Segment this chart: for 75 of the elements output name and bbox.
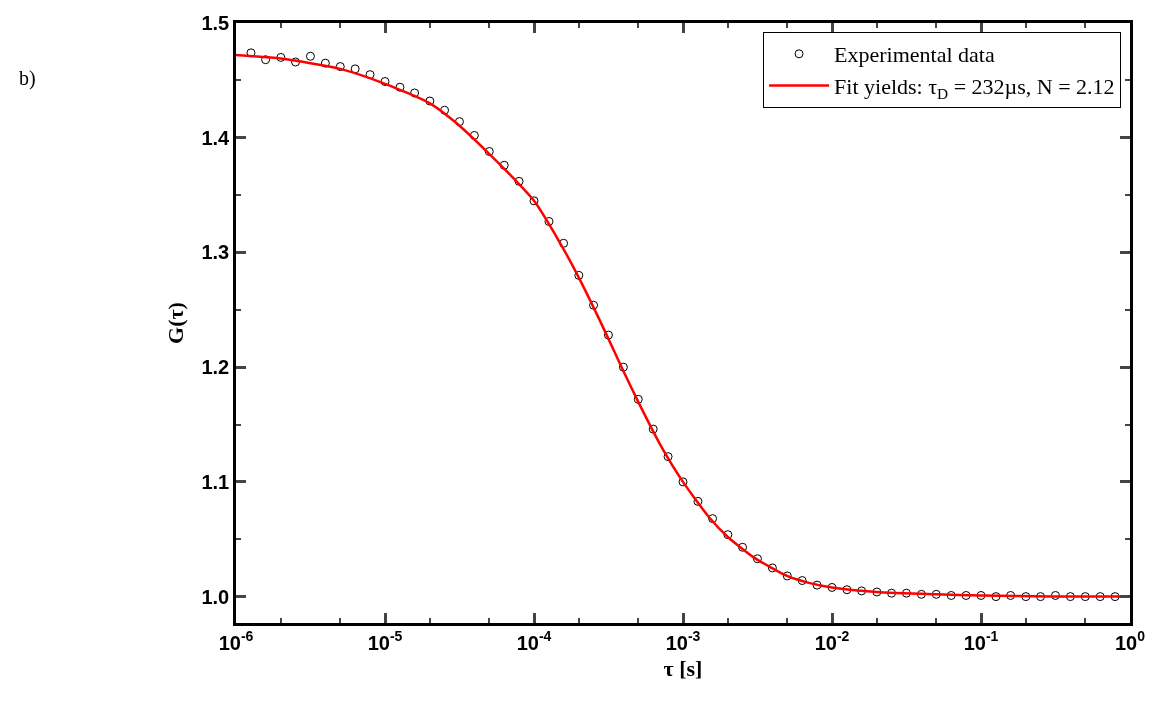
point (1036, 592, 1046, 602)
y-tick-label: 1.4 (201, 126, 231, 149)
point (901, 588, 911, 598)
x-tick-label: 10$^{-1}$ (963, 628, 999, 654)
point (693, 496, 703, 506)
x-tick-label: 10$^{-3}$ (665, 628, 701, 654)
point (827, 582, 837, 592)
legend-label: Fit yields: τ$_{D}$ = 232µs, N = 2.12 (834, 73, 1115, 102)
point (842, 585, 852, 595)
point (738, 542, 748, 552)
point (246, 48, 256, 58)
point (410, 88, 420, 98)
point (991, 592, 1001, 602)
point (1065, 592, 1075, 602)
point (618, 362, 628, 372)
point (782, 571, 792, 581)
x-tick-label: 10$^{-2}$ (814, 628, 850, 654)
point (976, 590, 986, 600)
point (499, 160, 509, 170)
point (440, 105, 450, 115)
point (395, 82, 405, 92)
point (1050, 590, 1060, 600)
x-tick-label: 10$^{-5}$ (367, 628, 403, 654)
point (1080, 592, 1090, 602)
point (708, 514, 718, 524)
y-tick-label: 1.3 (201, 241, 230, 264)
point (723, 530, 733, 540)
point (276, 52, 286, 62)
point (350, 64, 360, 74)
legend-label: Experimental data (834, 42, 995, 68)
point (961, 590, 971, 600)
x-tick-label: 10$^{0}$ (1114, 628, 1146, 654)
y-axis-title: G(τ) (163, 302, 189, 344)
x-axis-title: τ [s] (663, 655, 703, 681)
point (1006, 590, 1016, 600)
x-tick-label: 10$^{-6}$ (218, 628, 254, 654)
point (380, 77, 390, 87)
point (797, 576, 807, 586)
y-tick-label: 1.1 (201, 470, 230, 493)
point (574, 270, 584, 280)
point (305, 51, 315, 61)
point (291, 57, 301, 67)
y-tick-label: 1.2 (201, 356, 230, 379)
point (633, 394, 643, 404)
point (812, 580, 822, 590)
point (559, 238, 569, 248)
point (514, 176, 524, 186)
point (916, 589, 926, 599)
point (484, 146, 494, 156)
point (425, 96, 435, 106)
point (1110, 592, 1120, 602)
point (767, 563, 777, 573)
point (1095, 592, 1105, 602)
point (752, 554, 762, 564)
point (857, 586, 867, 596)
point (335, 62, 345, 72)
text: b) (19, 67, 36, 90)
point (931, 589, 941, 599)
x-tick-label: 10$^{-4}$ (516, 628, 552, 654)
point (946, 590, 956, 600)
point (320, 58, 330, 68)
y-tick-label: 1.5 (201, 12, 230, 34)
point (589, 300, 599, 310)
point (603, 330, 613, 340)
point (678, 477, 688, 487)
point (529, 196, 539, 206)
point (887, 588, 897, 598)
point (1021, 592, 1031, 602)
point (261, 55, 271, 65)
point (648, 424, 658, 434)
point (663, 452, 673, 462)
y-tick-label: 1.0 (201, 585, 230, 608)
point (365, 70, 375, 80)
point (872, 587, 882, 597)
point (544, 216, 554, 226)
